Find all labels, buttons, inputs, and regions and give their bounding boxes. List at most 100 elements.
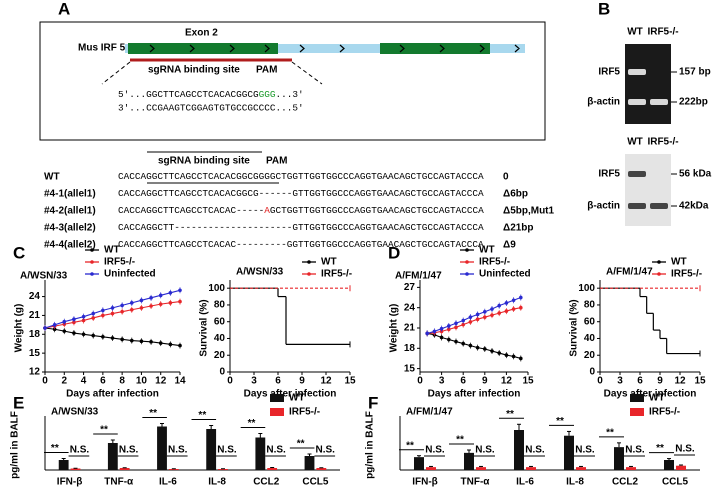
ns-label: N.S. (475, 445, 495, 456)
legend-label: Uninfected (104, 269, 156, 280)
band (628, 99, 646, 105)
bar (476, 467, 486, 470)
lane-label: WT (627, 137, 643, 148)
x-tick-label: 9 (299, 376, 305, 387)
x-axis-label: Days after infection (604, 389, 697, 400)
sig-label: ** (248, 418, 256, 429)
sig-label: ** (656, 443, 664, 454)
sig-label: ** (100, 425, 108, 436)
bar (168, 469, 179, 470)
row-name: WT (44, 172, 60, 183)
x-tick-label: 9 (482, 376, 488, 387)
sequence-bottom: 3'...CCGAAGTCGGAGTGTGCCGCCCC...5' (118, 102, 304, 113)
legend-marker (307, 260, 311, 264)
x-tick-label: IL-8 (208, 477, 226, 488)
bar (626, 467, 636, 470)
legend-marker (465, 272, 469, 276)
legend-label: IRF5-/- (479, 257, 510, 268)
y-tick-label: 20 (584, 350, 596, 361)
y-tick-label: 80 (584, 300, 596, 311)
y-tick-label: 27 (404, 282, 416, 293)
legend-marker (657, 272, 661, 276)
y-axis-label: Weight (g) (14, 304, 25, 353)
alignment: WT CACCAGGCTTCAGCCTCACACGGCGGGGCTGGTTGGTG… (44, 171, 555, 250)
x-tick-label: IL-6 (159, 477, 177, 488)
band (650, 203, 668, 209)
direction-arrows (149, 44, 520, 53)
x-tick-label: CCL2 (612, 477, 639, 488)
x-tick-label: CCL2 (253, 477, 280, 488)
x-tick-label: 0 (597, 376, 603, 387)
x-tick-label: IFN-β (412, 477, 438, 488)
band (650, 99, 668, 105)
band (628, 171, 646, 177)
y-tick-label: 24 (29, 291, 41, 302)
x-tick-label: 0 (227, 376, 233, 387)
legend-swatch (270, 408, 284, 416)
row-label: IRF5 (598, 169, 620, 180)
legend-swatch (630, 394, 644, 402)
x-tick-label: 12 (155, 376, 167, 387)
bar (316, 468, 327, 470)
y-tick-label: 12 (29, 367, 41, 378)
seq-part: CACCAGGCTTCAGCCTCACAC----- (118, 205, 264, 216)
chart-title: A/FM/1/47 (406, 407, 453, 418)
chart-title: A/FM/1/47 (395, 271, 442, 282)
y-tick-label: 24 (404, 302, 416, 313)
panel-letter: F (368, 393, 378, 412)
legend-label: Uninfected (479, 269, 531, 280)
x-tick-label: IL-6 (516, 477, 534, 488)
x-tick-label: 12 (320, 376, 332, 387)
x-tick-label: 6 (275, 376, 281, 387)
y-tick-label: 18 (29, 329, 41, 340)
x-tick-label: 3 (251, 376, 257, 387)
bar (267, 468, 278, 470)
y-tick-label: 40 (214, 333, 226, 344)
legend-label: WT (649, 393, 665, 404)
y-tick-label: 100 (578, 283, 595, 294)
row-seq: CACCAGGCTTCAGCCTCACAC-----AGCTGGTTGGTGGC… (118, 205, 484, 216)
y-tick-label: 21 (29, 310, 41, 321)
sig-label: ** (556, 416, 564, 427)
ns-label: N.S. (168, 445, 188, 456)
bar (464, 452, 474, 470)
y-tick-label: 20 (214, 350, 226, 361)
sig-label: ** (456, 435, 464, 446)
x-tick-label: 6 (637, 376, 643, 387)
row-seq: CACCAGGCTTCAGCCTCACACGGCGGGGCTGGTTGGTGGC… (118, 171, 484, 182)
gene-body (125, 44, 525, 53)
row-seq: CACCAGGCTTCAGCCTCACAC---------GGTTGGTGGC… (118, 239, 484, 250)
band (628, 203, 646, 209)
size-label: 56 kDa (679, 169, 712, 180)
bar (304, 456, 315, 470)
y-tick-label: 100 (208, 283, 225, 294)
bar (414, 457, 424, 470)
legend-swatch (270, 394, 284, 402)
x-tick-label: 2 (62, 376, 68, 387)
x-tick-label: IL-8 (566, 477, 584, 488)
exon (380, 43, 490, 54)
y-tick-label: 18 (404, 343, 416, 354)
legend-marker (465, 248, 469, 252)
seq-part: CACCAGGCTT---------------------GTTGGTGGC… (118, 222, 484, 233)
seq-part: CACCAGGCTTCAGCCTCACACGGCGGGGCTGGTTGGTGGC… (118, 171, 484, 182)
y-axis-label: Survival (%) (199, 299, 210, 356)
x-tick-label: 14 (174, 376, 186, 387)
seq-part: A (264, 205, 270, 216)
ns-label: N.S. (70, 445, 90, 456)
x-tick-label: 15 (694, 376, 706, 387)
sig-label: ** (506, 409, 514, 420)
legend-label: WT (321, 257, 337, 268)
row-note: Δ21bp (503, 223, 534, 234)
bar (70, 468, 81, 470)
legend-marker (90, 272, 94, 276)
lane-label: IRF5-/- (647, 137, 678, 148)
gene-name: Mus IRF 5 (78, 43, 126, 54)
bar (664, 460, 674, 470)
x-tick-label: 6 (460, 376, 466, 387)
ns-label: N.S. (217, 445, 237, 456)
panel-letter: B (598, 0, 610, 18)
row-seq: CACCAGGCTTCAGCCTCACACGGCG------GTTGGTGGC… (118, 188, 484, 199)
x-tick-label: 9 (657, 376, 663, 387)
legend-label: IRF5-/- (649, 407, 680, 418)
